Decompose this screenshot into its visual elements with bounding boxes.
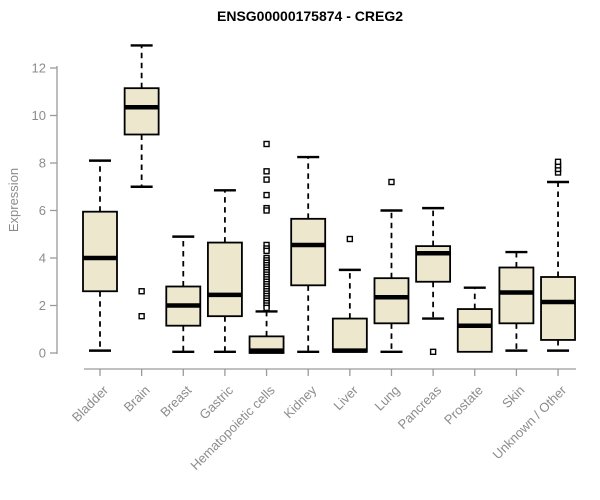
y-tick-label: 2 — [39, 298, 46, 313]
x-tick-label-gastric: Gastric — [196, 382, 236, 422]
x-tick-label-bladder: Bladder — [69, 382, 112, 425]
x-tick-label-unknown-other: Unknown / Other — [490, 382, 570, 462]
x-tick-label-pancreas: Pancreas — [395, 382, 445, 432]
y-tick-label: 6 — [39, 203, 46, 218]
x-tick-label-skin: Skin — [499, 383, 527, 411]
x-tick-label-liver: Liver — [330, 382, 361, 413]
outlier-lung — [388, 178, 395, 186]
box-unknown-other — [540, 276, 576, 341]
outlier-hematopoietic-cells — [263, 191, 270, 199]
box-bladder — [82, 210, 118, 293]
x-tick-label-lung: Lung — [372, 383, 403, 414]
outlier-brain — [138, 288, 145, 295]
y-tick-label: 12 — [32, 61, 46, 76]
y-tick-label: 0 — [39, 346, 46, 361]
box-skin — [498, 266, 535, 325]
outlier-hematopoietic-cells — [263, 168, 270, 175]
x-tick-label-brain: Brain — [121, 383, 153, 415]
outlier-brain — [138, 312, 145, 320]
outlier-unknown-other — [554, 158, 562, 166]
outlier-liver — [346, 235, 354, 243]
y-tick-label: 10 — [32, 108, 46, 123]
box-lung — [373, 277, 410, 325]
outlier-hematopoietic-cells — [263, 304, 270, 312]
outlier-hematopoietic-cells — [263, 247, 270, 255]
outlier-hematopoietic-cells — [263, 176, 270, 183]
x-tick-label-prostate: Prostate — [441, 383, 486, 428]
box-gastric — [207, 241, 243, 318]
outlier-hematopoietic-cells — [263, 207, 270, 214]
outlier-pancreas — [429, 348, 437, 356]
box-prostate — [456, 308, 493, 353]
box-liver — [331, 317, 368, 353]
box-brain — [123, 87, 160, 136]
outlier-hematopoietic-cells — [263, 140, 270, 148]
x-tick-label-breast: Breast — [157, 382, 194, 419]
box-kidney — [290, 217, 327, 287]
x-tick-label-kidney: Kidney — [281, 382, 320, 421]
chart-title: ENSG00000175874 - CREG2 — [217, 8, 403, 24]
y-tick-label: 4 — [39, 251, 46, 266]
y-tick-label: 8 — [39, 156, 46, 171]
